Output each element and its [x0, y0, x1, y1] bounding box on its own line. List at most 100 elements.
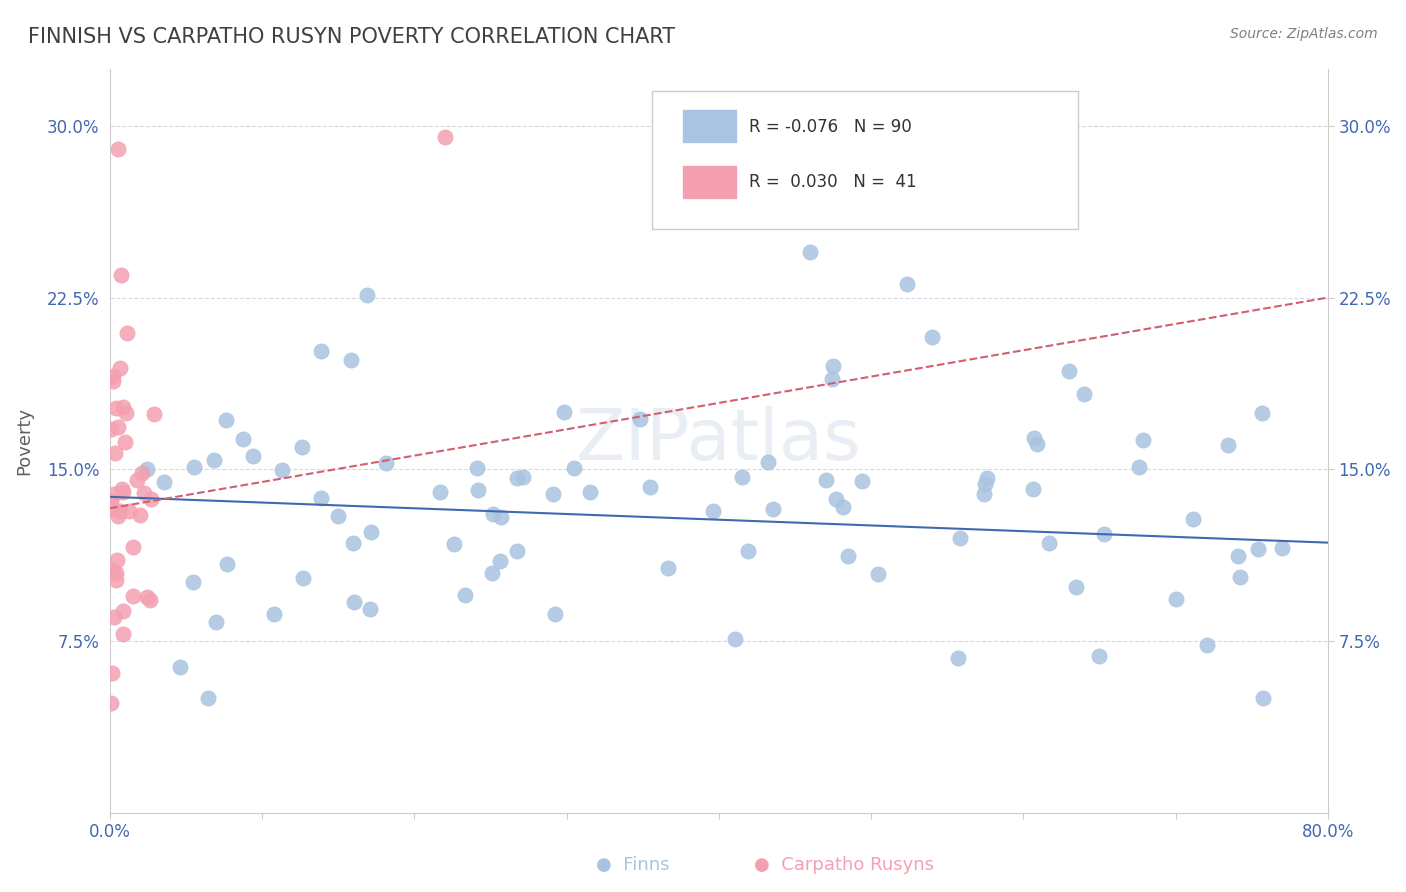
- Point: [949, 531, 972, 545]
- Point: [103, 368, 125, 383]
- Point: [103, 501, 125, 516]
- Point: [851, 474, 873, 488]
- Point: [356, 288, 378, 302]
- Point: [139, 593, 162, 607]
- Point: [204, 615, 226, 629]
- Point: [837, 549, 859, 564]
- Bar: [682, 165, 737, 199]
- Point: [270, 463, 292, 477]
- Point: [101, 374, 124, 388]
- Point: [657, 560, 679, 574]
- Point: [122, 589, 145, 603]
- Point: [100, 493, 122, 508]
- Point: [454, 589, 477, 603]
- Point: [103, 610, 125, 624]
- Point: [111, 400, 134, 414]
- Text: R =  0.030   N =  41: R = 0.030 N = 41: [749, 173, 917, 191]
- Point: [100, 422, 122, 436]
- Point: [799, 244, 821, 259]
- Point: [1181, 512, 1204, 526]
- Point: [1271, 541, 1294, 556]
- Point: [1229, 570, 1251, 584]
- Y-axis label: Poverty: Poverty: [15, 407, 32, 475]
- Point: [1251, 691, 1274, 706]
- Point: [107, 142, 129, 156]
- Point: [103, 487, 125, 501]
- Point: [973, 487, 995, 501]
- Point: [114, 434, 136, 449]
- Point: [110, 361, 132, 376]
- Point: [136, 590, 159, 604]
- Point: [1128, 460, 1150, 475]
- Point: [153, 475, 176, 490]
- Point: [638, 480, 661, 494]
- FancyBboxPatch shape: [652, 91, 1078, 228]
- Point: [1216, 438, 1239, 452]
- Point: [291, 440, 314, 454]
- Text: FINNISH VS CARPATHO RUSYN POVERTY CORRELATION CHART: FINNISH VS CARPATHO RUSYN POVERTY CORREL…: [28, 27, 675, 46]
- Point: [142, 407, 165, 421]
- Point: [100, 696, 122, 710]
- Point: [104, 566, 127, 580]
- Point: [896, 277, 918, 291]
- Point: [541, 487, 564, 501]
- Point: [141, 492, 163, 507]
- Point: [1073, 387, 1095, 401]
- Point: [129, 508, 152, 522]
- Point: [183, 460, 205, 475]
- Text: Source: ZipAtlas.com: Source: ZipAtlas.com: [1230, 27, 1378, 41]
- Point: [114, 406, 136, 420]
- Point: [825, 492, 848, 507]
- Point: [108, 504, 131, 518]
- Point: [107, 420, 129, 434]
- Point: [111, 484, 134, 499]
- Point: [125, 473, 148, 487]
- Point: [832, 500, 855, 515]
- Point: [111, 483, 134, 497]
- Text: ZIPatlas: ZIPatlas: [576, 406, 862, 475]
- Point: [481, 566, 503, 580]
- Point: [1064, 580, 1087, 594]
- Point: [505, 471, 527, 485]
- Point: [1088, 649, 1111, 664]
- Point: [562, 460, 585, 475]
- Point: [309, 491, 332, 505]
- Point: [429, 485, 451, 500]
- Point: [242, 449, 264, 463]
- Point: [309, 344, 332, 359]
- Point: [263, 607, 285, 622]
- Point: [1022, 431, 1045, 445]
- Point: [215, 413, 238, 427]
- Point: [467, 461, 489, 475]
- Point: [973, 477, 995, 491]
- Point: [544, 607, 567, 621]
- Point: [169, 659, 191, 673]
- Point: [215, 557, 238, 571]
- Point: [724, 632, 747, 646]
- Point: [731, 470, 754, 484]
- Point: [1057, 364, 1080, 378]
- Point: [814, 473, 837, 487]
- Point: [104, 401, 127, 415]
- Point: [948, 650, 970, 665]
- Point: [762, 502, 785, 516]
- Point: [821, 372, 844, 386]
- Point: [489, 509, 512, 524]
- Point: [921, 330, 943, 344]
- Point: [1026, 436, 1049, 450]
- Point: [1227, 549, 1250, 563]
- Point: [482, 507, 505, 521]
- Text: R = -0.076   N = 90: R = -0.076 N = 90: [749, 118, 912, 136]
- Point: [197, 691, 219, 706]
- Point: [1197, 638, 1219, 652]
- Point: [105, 553, 128, 567]
- Text: ●  Carpatho Rusyns: ● Carpatho Rusyns: [754, 856, 934, 874]
- Point: [343, 595, 366, 609]
- Point: [997, 130, 1019, 145]
- Point: [1092, 527, 1115, 541]
- Point: [202, 453, 225, 467]
- Point: [702, 504, 724, 518]
- Point: [976, 471, 998, 485]
- Point: [1247, 542, 1270, 557]
- Point: [115, 326, 138, 340]
